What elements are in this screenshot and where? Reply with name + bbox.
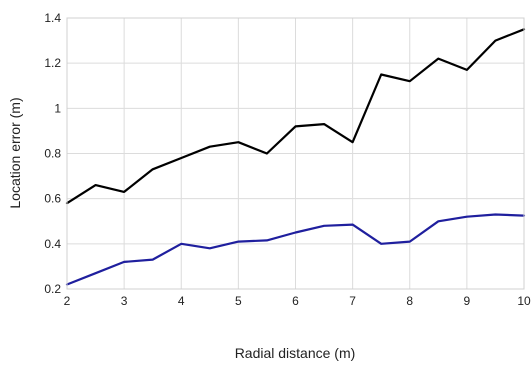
x-axis-label: Radial distance (m): [235, 345, 356, 361]
y-tick-label: 0.6: [44, 192, 61, 206]
x-tick-label: 9: [464, 294, 471, 308]
y-tick-label: 0.4: [44, 237, 61, 251]
x-tick-label: 4: [178, 294, 185, 308]
y-tick-labels: 0.2 0.4 0.6 0.8 1 1.2 1.4: [44, 11, 61, 296]
y-tick-label: 1.2: [44, 56, 61, 70]
series-layer: [65, 28, 526, 286]
y-tick-label: 0.8: [44, 147, 61, 161]
y-tick-label: 1.4: [44, 11, 61, 25]
series-line-1: [65, 28, 526, 205]
y-tick-label: 1: [54, 101, 61, 115]
series-line-2: [65, 213, 526, 286]
x-tick-label: 10: [517, 294, 531, 308]
y-axis-label: Location error (m): [7, 97, 23, 208]
x-tick-label: 3: [121, 294, 128, 308]
x-tick-label: 8: [406, 294, 413, 308]
y-tick-label: 0.2: [44, 282, 61, 296]
x-tick-label: 6: [292, 294, 299, 308]
x-tick-label: 5: [235, 294, 242, 308]
x-tick-label: 2: [64, 294, 71, 308]
x-tick-label: 7: [349, 294, 356, 308]
plot-frame: [66, 17, 525, 290]
x-tick-labels: 2 3 4 5 6 7 8 9 10: [64, 294, 531, 308]
